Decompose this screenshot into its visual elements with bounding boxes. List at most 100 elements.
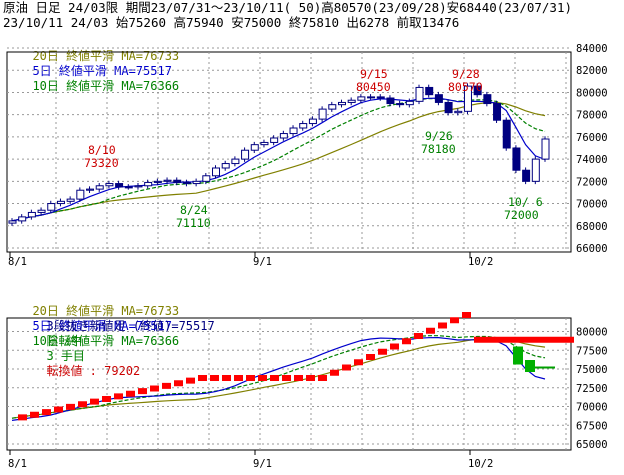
candle-body	[153, 180, 162, 183]
kagi-bricks	[18, 312, 574, 421]
brick-up	[258, 375, 267, 381]
annotation-date: 9/26	[425, 129, 453, 143]
candle-body	[376, 96, 385, 99]
brick-up	[126, 390, 135, 397]
grid	[7, 47, 571, 450]
legend-ma10: 10日 終値平滑 MA=76366	[32, 79, 180, 93]
candle-body	[337, 101, 346, 106]
brick-up	[174, 380, 183, 387]
candle-body	[212, 167, 221, 177]
brick-up	[54, 406, 63, 413]
y-label-bottom: 80000	[576, 327, 608, 339]
brick-up	[306, 375, 315, 381]
kagi-switch: 転換値 : 79202	[46, 364, 141, 378]
y-label-top: 72000	[576, 176, 608, 188]
bottom-legend: 20日 終値平滑 MA=76733 5日 終値平滑 MA=75517 10日 終…	[18, 289, 179, 348]
candle-body	[115, 183, 124, 188]
brick-up	[294, 375, 303, 381]
candle-body	[76, 189, 85, 200]
candle-body	[95, 185, 104, 190]
kagi-info: 3段抜き新値足 (終値)=75517 陰転中 3 手目 転換値 : 79202	[32, 304, 214, 378]
y-label-top: 84000	[576, 43, 608, 55]
candle-body	[231, 158, 240, 165]
brick-up	[150, 385, 159, 392]
y-label-top: 74000	[576, 154, 608, 166]
candle-body	[473, 85, 482, 96]
bottom-panel-frame	[6, 317, 572, 451]
brick-up	[222, 375, 231, 381]
candle-body	[483, 94, 492, 105]
brick-up	[342, 364, 351, 371]
brick-up	[462, 312, 471, 318]
brick-up	[318, 375, 327, 381]
candle-body	[56, 200, 65, 205]
legend-ma10-bottom: 10日 終値平滑 MA=76366	[32, 334, 180, 348]
candle-body	[221, 163, 230, 169]
brick-up	[102, 396, 111, 402]
candle-body	[27, 211, 36, 218]
y-label-top: 70000	[576, 199, 608, 211]
annotation-value: 73320	[84, 156, 119, 170]
y-label-bottom: 72500	[576, 383, 608, 395]
legend-ma5: 5日 終値平滑 MA=75517	[32, 64, 172, 78]
annotation-value: 80450	[356, 80, 391, 94]
candle-body	[192, 180, 201, 185]
brick-up	[114, 393, 123, 400]
candle-body	[182, 181, 191, 185]
brick-up	[402, 338, 411, 345]
ma5-line-bottom	[11, 336, 546, 421]
candle-body	[163, 179, 172, 182]
x-label-top: 10/2	[468, 256, 493, 268]
brick-up	[90, 398, 99, 405]
brick-up	[42, 409, 51, 416]
candles	[8, 83, 550, 226]
candle-body	[289, 127, 298, 135]
kagi-count: 3 手目	[46, 349, 85, 363]
annotation-value: 72000	[504, 208, 539, 222]
candle-body	[425, 86, 434, 96]
candle-body	[444, 101, 453, 114]
candle-body	[347, 99, 356, 103]
brick-up	[354, 359, 363, 366]
candle-body	[144, 181, 153, 187]
candle-body	[299, 123, 308, 129]
annotation-value: 80570	[448, 80, 483, 94]
candle-body	[241, 149, 250, 160]
annotation-date: 9/28	[452, 67, 480, 81]
y-label-top: 78000	[576, 110, 608, 122]
x-label-top: 8/1	[8, 256, 27, 268]
candle-body	[308, 118, 317, 125]
brick-up	[450, 317, 459, 324]
annotation-value: 78180	[421, 142, 456, 156]
brick-up	[330, 369, 339, 376]
legend-ma5-bottom: 5日 終値平滑 MA=75517	[32, 319, 172, 333]
y-label-top: 76000	[576, 132, 608, 144]
annotation-date: 10/ 6	[508, 195, 543, 209]
candle-body	[396, 103, 405, 106]
candle-body	[522, 169, 531, 182]
candle-body	[8, 220, 17, 224]
x-label-bottom: 9/1	[253, 458, 272, 470]
candle-body	[386, 97, 395, 105]
brick-up	[390, 343, 399, 350]
candle-body	[531, 158, 540, 182]
candle-body	[18, 216, 27, 222]
kagi-close: 3段抜き新値足 (終値)=75517	[46, 319, 215, 333]
brick-up	[282, 375, 291, 381]
header-line-2: 23/10/11 24/03 始75260 高75940 安75000 終758…	[3, 15, 460, 30]
axis-labels: 84000 82000 80000 78000 76000 74000 72000 70000…	[8, 43, 608, 470]
y-label-bottom: 67500	[576, 420, 608, 432]
brick-up	[474, 336, 574, 343]
candle-body	[66, 198, 75, 202]
brick-up	[210, 375, 219, 381]
candle-body	[405, 100, 414, 106]
legend-ma20-bottom: 20日 終値平滑 MA=76733	[32, 304, 180, 318]
brick-up	[426, 327, 435, 334]
brick-up	[438, 322, 447, 329]
candle-body	[134, 185, 143, 188]
candle-body	[454, 110, 463, 114]
y-label-bottom: 65000	[576, 439, 608, 451]
brick-up	[246, 375, 255, 381]
annotation-date: 9/15	[360, 67, 388, 81]
annotation-date: 8/10	[88, 143, 116, 157]
